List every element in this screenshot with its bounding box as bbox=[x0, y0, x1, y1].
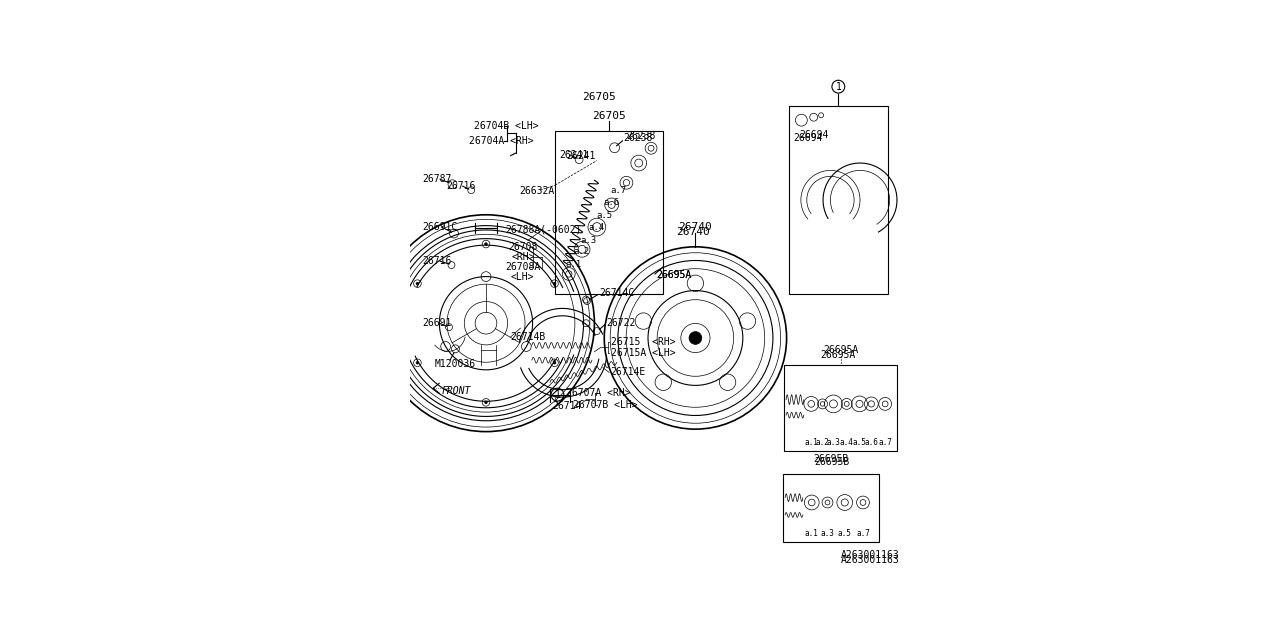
Text: 26695A: 26695A bbox=[657, 270, 691, 280]
Circle shape bbox=[485, 401, 488, 404]
Text: 26714B: 26714B bbox=[511, 332, 545, 342]
Text: 26695A: 26695A bbox=[820, 350, 856, 360]
Text: 26694: 26694 bbox=[794, 133, 822, 143]
Circle shape bbox=[485, 243, 488, 245]
Text: a.1: a.1 bbox=[804, 438, 818, 447]
Text: 26241: 26241 bbox=[559, 150, 589, 159]
Text: 26722: 26722 bbox=[607, 318, 636, 328]
Text: 26691: 26691 bbox=[422, 318, 452, 328]
Bar bbox=[783, 474, 879, 543]
Text: a.5: a.5 bbox=[596, 211, 612, 220]
Text: 26714C: 26714C bbox=[599, 287, 635, 298]
Text: 26695B: 26695B bbox=[814, 454, 849, 464]
Text: 26708A: 26708A bbox=[506, 262, 541, 272]
Text: a.2: a.2 bbox=[815, 438, 829, 447]
Text: M120036: M120036 bbox=[434, 358, 475, 369]
Circle shape bbox=[416, 282, 419, 285]
Text: 26704B <LH>: 26704B <LH> bbox=[474, 121, 539, 131]
Bar bbox=[788, 106, 887, 294]
Circle shape bbox=[553, 362, 556, 364]
Circle shape bbox=[689, 332, 701, 344]
Text: 26695A: 26695A bbox=[823, 346, 859, 355]
Text: 26708: 26708 bbox=[508, 242, 538, 252]
Text: 26694: 26694 bbox=[799, 130, 828, 140]
Text: 26788A(-0602): 26788A(-0602) bbox=[506, 225, 582, 235]
Text: 26705: 26705 bbox=[593, 111, 626, 121]
Text: a.4: a.4 bbox=[589, 223, 604, 232]
Text: a.7: a.7 bbox=[856, 529, 870, 538]
Text: 26715A <LH>: 26715A <LH> bbox=[611, 348, 676, 358]
Text: a.6: a.6 bbox=[864, 438, 878, 447]
Text: a.7: a.7 bbox=[878, 438, 892, 447]
Text: a.2: a.2 bbox=[573, 247, 589, 256]
Text: a.7: a.7 bbox=[611, 186, 627, 195]
Text: 26238: 26238 bbox=[623, 133, 653, 143]
Text: a.3: a.3 bbox=[827, 438, 841, 447]
Text: a.6: a.6 bbox=[603, 198, 620, 207]
Text: <RH>: <RH> bbox=[512, 252, 535, 262]
Text: 26705: 26705 bbox=[582, 92, 616, 102]
Text: 26632A: 26632A bbox=[518, 186, 554, 196]
Text: 26704A <RH>: 26704A <RH> bbox=[468, 136, 534, 146]
Text: A263001163: A263001163 bbox=[841, 550, 900, 560]
Circle shape bbox=[553, 282, 556, 285]
Text: <LH>: <LH> bbox=[511, 273, 534, 282]
Text: a.5: a.5 bbox=[852, 438, 867, 447]
Text: 1: 1 bbox=[554, 390, 561, 399]
Text: 26716: 26716 bbox=[447, 181, 476, 191]
Bar bbox=[785, 365, 897, 451]
Text: 26787: 26787 bbox=[422, 174, 452, 184]
Text: 1: 1 bbox=[836, 82, 841, 92]
Text: FRONT: FRONT bbox=[442, 386, 471, 396]
Text: 26707B <LH>: 26707B <LH> bbox=[573, 401, 637, 410]
Text: a.4: a.4 bbox=[840, 438, 854, 447]
Text: 26715  <RH>: 26715 <RH> bbox=[611, 337, 676, 347]
Text: a.3: a.3 bbox=[581, 236, 596, 245]
Circle shape bbox=[416, 362, 419, 364]
Text: 26241: 26241 bbox=[566, 150, 595, 161]
Text: a.5: a.5 bbox=[838, 529, 851, 538]
Text: 26695A: 26695A bbox=[657, 270, 691, 280]
Text: 26695B: 26695B bbox=[814, 457, 850, 467]
Bar bbox=[556, 131, 663, 294]
Text: a.1: a.1 bbox=[566, 260, 581, 269]
Text: 26238: 26238 bbox=[626, 131, 655, 141]
Text: 26714E: 26714E bbox=[611, 367, 646, 378]
Text: 26707A <RH>: 26707A <RH> bbox=[566, 388, 631, 398]
Text: A263001163: A263001163 bbox=[841, 555, 900, 564]
Text: a.3: a.3 bbox=[820, 529, 835, 538]
Text: a.1: a.1 bbox=[805, 529, 819, 538]
Text: 26740: 26740 bbox=[676, 227, 710, 237]
Text: 26740: 26740 bbox=[678, 222, 712, 232]
Text: 26691C: 26691C bbox=[422, 222, 457, 232]
Text: 26714: 26714 bbox=[553, 401, 582, 411]
Text: 26716: 26716 bbox=[422, 256, 452, 266]
